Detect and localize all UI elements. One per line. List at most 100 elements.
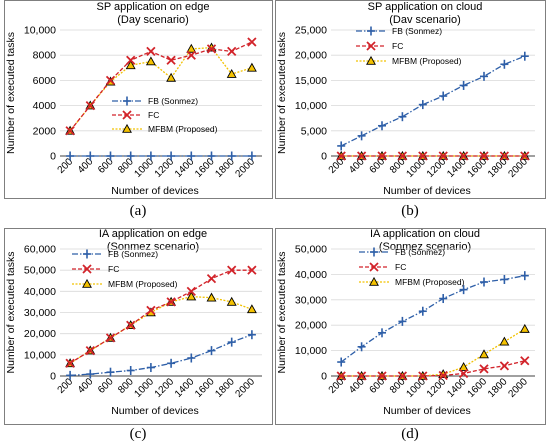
legend-label-mfbm: MFBM (Proposed) bbox=[148, 124, 218, 134]
legend-label-fc: FC bbox=[108, 264, 119, 274]
data-point-fc-b bbox=[377, 151, 387, 161]
y-tick-label: 8000 bbox=[33, 50, 57, 62]
y-tick-label: 4000 bbox=[33, 100, 57, 112]
y-tick-label: 60,000 bbox=[24, 244, 56, 256]
series-line-fc bbox=[341, 360, 525, 377]
series-line-mfbm bbox=[69, 295, 253, 364]
panel-frame bbox=[4, 228, 273, 425]
data-point-fc-b bbox=[520, 151, 530, 161]
data-point-fc-b bbox=[227, 46, 237, 57]
data-point-fc-b bbox=[356, 151, 367, 161]
x-axis-label: Number of devices bbox=[111, 185, 199, 197]
data-point-fc-b bbox=[126, 320, 136, 330]
data-point-mfbm bbox=[226, 296, 237, 306]
chart-title-line-2: (Day scenario) bbox=[117, 14, 189, 26]
y-tick-label: 40,000 bbox=[24, 286, 56, 298]
series-fb bbox=[337, 51, 529, 151]
legend-label-fc: FC bbox=[395, 262, 406, 272]
y-tick-label: 10,000 bbox=[24, 349, 56, 361]
panel-frame bbox=[4, 0, 273, 199]
data-point-fc-b bbox=[479, 151, 489, 161]
legend: FB (Sonmez) FC MFBM (Proposed) bbox=[72, 249, 178, 289]
legend-marker-fc-b bbox=[366, 41, 376, 51]
data-point-fc-b bbox=[458, 368, 469, 379]
data-point-fc-b bbox=[166, 55, 176, 65]
y-tick-label: 6000 bbox=[33, 75, 57, 87]
y-tick-label: 10,000 bbox=[24, 25, 56, 37]
data-point-fc-b bbox=[458, 151, 469, 161]
legend-marker-fc-b bbox=[122, 110, 132, 120]
chart-title-line-2: (Sonmez scenario) bbox=[379, 241, 471, 253]
y-tick-label: 50,000 bbox=[295, 244, 327, 256]
data-point-fc-b bbox=[499, 361, 510, 371]
series-line-mfbm bbox=[69, 46, 253, 132]
data-point-fc-b bbox=[85, 345, 95, 356]
panel-caption: (b) bbox=[401, 203, 419, 219]
data-point-fc-b bbox=[126, 55, 136, 65]
series-fb bbox=[337, 271, 529, 367]
data-point-fc-b bbox=[186, 286, 196, 296]
data-point-fc-b bbox=[105, 75, 116, 86]
data-point-mfbm bbox=[499, 336, 510, 346]
y-axis-label: Number of executed tasks bbox=[276, 32, 288, 154]
data-point-fc-b bbox=[65, 358, 75, 368]
legend-marker-mfbm bbox=[122, 123, 132, 133]
y-axis-label: Number of executed tasks bbox=[5, 252, 17, 374]
data-point-mfbm bbox=[125, 60, 136, 70]
series-fc bbox=[336, 356, 530, 381]
y-tick-label: 20,000 bbox=[295, 320, 327, 332]
chart-title-line-1: IA application on edge bbox=[99, 228, 207, 240]
legend-marker-mfbm bbox=[366, 55, 376, 65]
x-axis-label: Number of devices bbox=[111, 405, 199, 417]
data-point-fc-b bbox=[418, 371, 428, 381]
y-tick-label: 20,000 bbox=[295, 50, 327, 62]
data-point-fc-b bbox=[247, 265, 257, 275]
data-point-mfbm bbox=[206, 292, 217, 302]
data-point-fc-b bbox=[85, 100, 95, 111]
data-point-fc-b bbox=[479, 364, 489, 374]
data-point-fc-b bbox=[418, 151, 428, 161]
y-axis-label: Number of executed tasks bbox=[276, 252, 288, 374]
data-point-mfbm bbox=[186, 43, 197, 53]
data-point-fc-b bbox=[146, 46, 156, 57]
legend-label-fc: FC bbox=[148, 110, 159, 120]
data-point-fc-b bbox=[166, 297, 176, 307]
chart-panel-4: IA application on cloud(Sonmez scenario)… bbox=[275, 228, 546, 442]
y-tick-label: 0 bbox=[321, 371, 327, 383]
data-point-fc-b bbox=[206, 44, 217, 54]
data-point-mfbm bbox=[166, 72, 177, 82]
legend-marker-fc-b bbox=[369, 262, 379, 272]
data-point-fc-b bbox=[438, 370, 448, 381]
data-point-fc-b bbox=[206, 273, 217, 284]
data-point-mfbm bbox=[246, 304, 257, 314]
data-point-mfbm bbox=[145, 56, 156, 66]
chart-panel-2: SP application on cloud(Dav scenario) 0 5,… bbox=[275, 0, 546, 219]
panel-caption: (a) bbox=[130, 203, 147, 219]
chart-panel-1: SP application on edge(Day scenario) 0 200… bbox=[4, 0, 273, 219]
y-tick-label: 30,000 bbox=[24, 307, 56, 319]
y-tick-label: 25,000 bbox=[295, 25, 327, 37]
legend-marker-mfbm bbox=[369, 276, 379, 286]
data-point-fc-b bbox=[186, 50, 196, 60]
series-fb bbox=[66, 151, 256, 161]
chart-title-line-1: IA application on cloud bbox=[370, 228, 480, 240]
panel-frame bbox=[275, 0, 546, 199]
chart-title-line-1: SP application on edge bbox=[97, 1, 210, 13]
y-tick-label: 0 bbox=[321, 151, 327, 163]
data-point-fc-b bbox=[520, 356, 530, 366]
panel-caption: (d) bbox=[401, 426, 419, 442]
data-point-fc-b bbox=[377, 371, 387, 381]
data-point-fc-b bbox=[65, 126, 75, 136]
legend-label-fb: FB (Sonmez) bbox=[395, 247, 445, 257]
data-point-fc-b bbox=[397, 151, 408, 161]
data-point-mfbm bbox=[246, 62, 257, 72]
data-point-fc-b bbox=[438, 151, 448, 161]
data-point-mfbm bbox=[186, 291, 197, 301]
data-point-fc-b bbox=[247, 37, 257, 47]
data-point-fc-b bbox=[336, 151, 346, 161]
y-tick-label: 40,000 bbox=[295, 269, 327, 281]
chart-title-line-2: (Dav scenario) bbox=[389, 14, 461, 26]
series-fb bbox=[66, 330, 256, 380]
x-axis-label: Number of devices bbox=[383, 405, 471, 417]
